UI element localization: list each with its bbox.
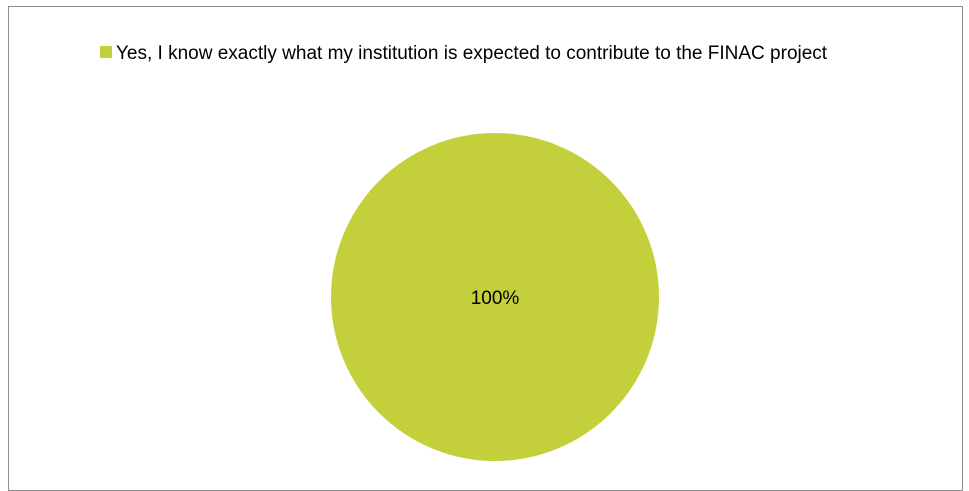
legend-swatch [100, 46, 112, 58]
chart-legend: Yes, I know exactly what my institution … [100, 41, 830, 67]
slice-value-label: 100% [471, 288, 520, 309]
legend-label: Yes, I know exactly what my institution … [116, 43, 828, 64]
pie-slice [331, 133, 659, 461]
